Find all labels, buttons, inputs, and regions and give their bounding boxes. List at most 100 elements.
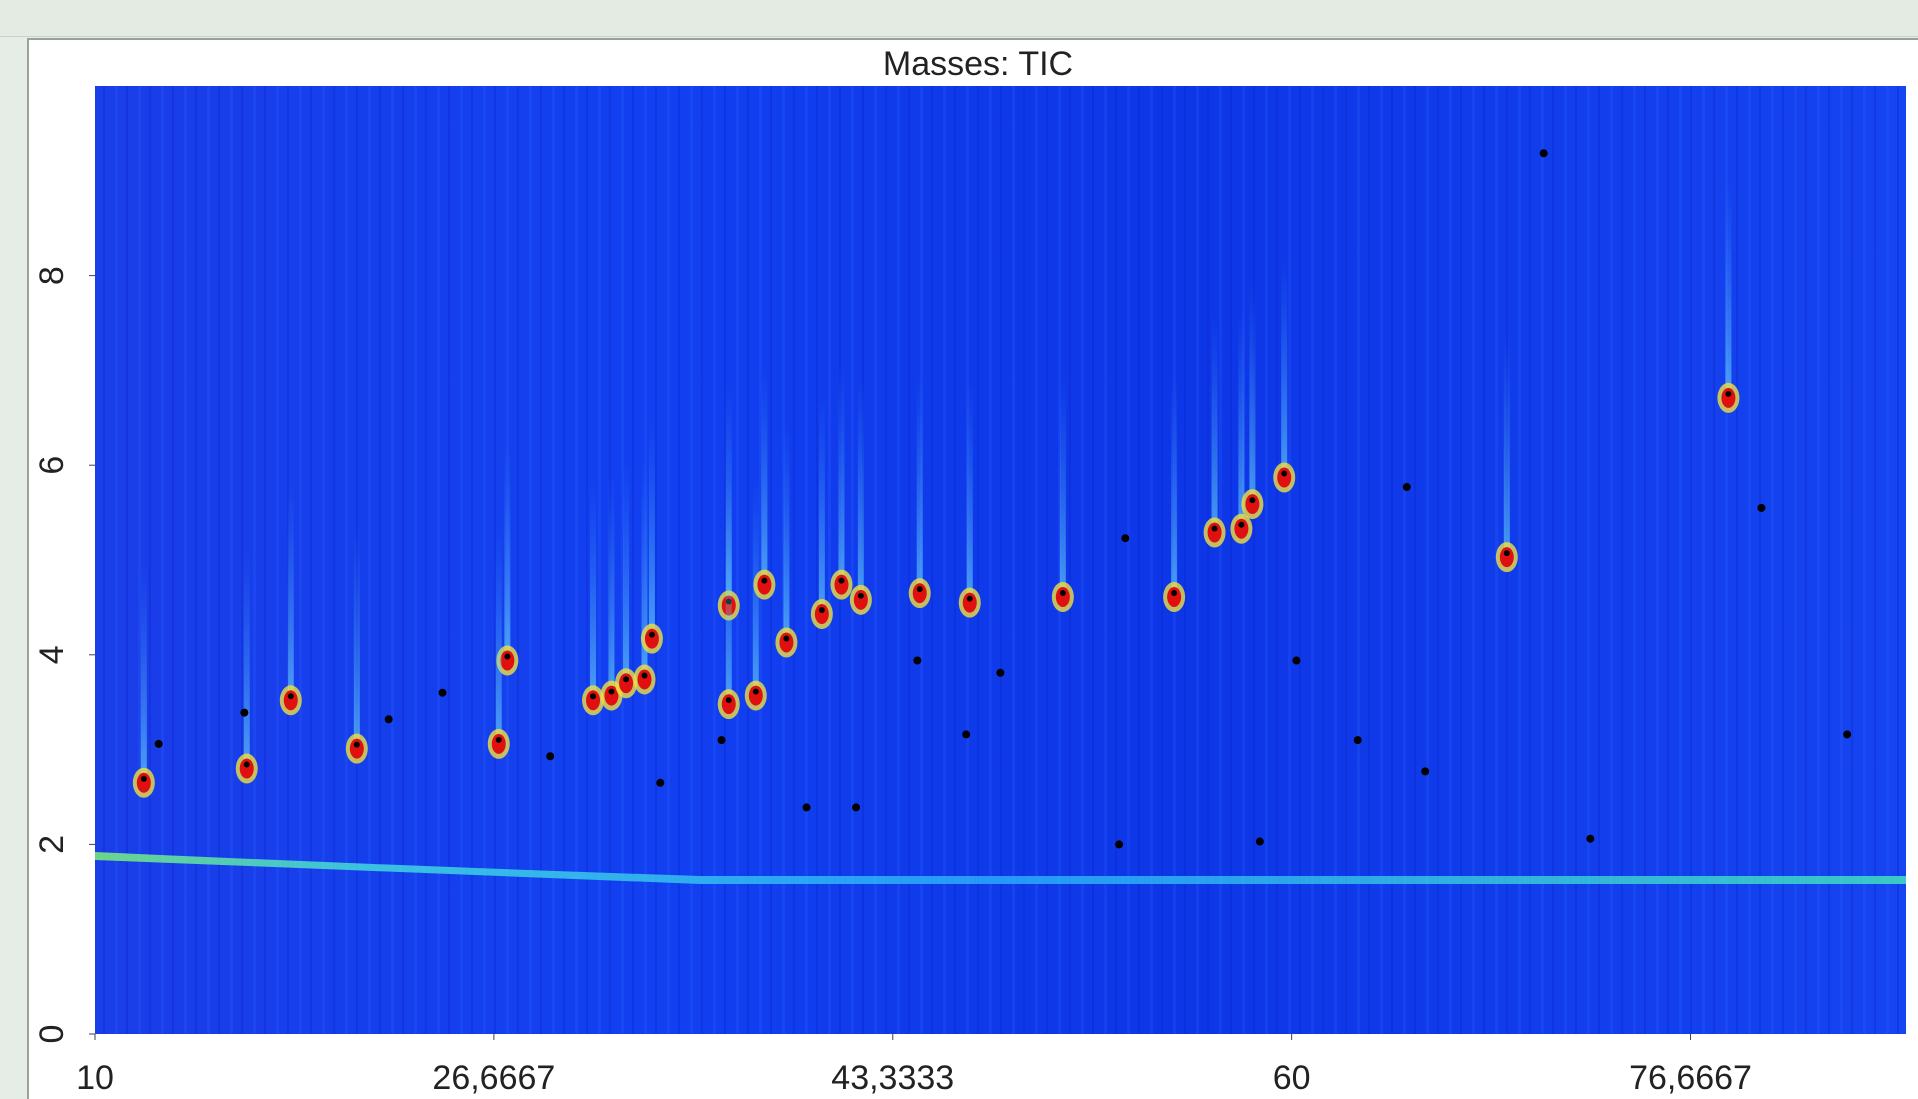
peak-streak [725, 484, 732, 699]
peak [757, 574, 772, 595]
minor-peak [438, 688, 447, 697]
peak [748, 685, 763, 706]
minor-peak [1121, 534, 1130, 543]
toolbar [0, 0, 1918, 37]
minor-peak [996, 668, 1005, 677]
peak [814, 604, 829, 625]
peak [1277, 467, 1292, 488]
minor-peak [1539, 149, 1548, 158]
minor-peak [852, 803, 861, 812]
peak [1721, 387, 1736, 408]
minor-peak [1843, 730, 1852, 739]
chart-title: Masses: TIC [883, 45, 1073, 83]
peak-streak [243, 548, 250, 763]
y-tick-label: 6 [33, 456, 71, 475]
y-tick-label: 8 [33, 266, 71, 285]
peak [834, 574, 849, 595]
peak-streak [608, 475, 615, 690]
peak-streak [140, 562, 147, 777]
peak [586, 690, 601, 711]
minor-peak [1586, 834, 1595, 843]
peak [1167, 586, 1182, 607]
peak [637, 669, 652, 690]
minor-peak [1353, 736, 1362, 745]
minor-peak [962, 730, 971, 739]
peak-streak [966, 382, 973, 597]
minor-peak [1402, 483, 1411, 492]
peak-core [1249, 497, 1256, 504]
peak-streak [857, 379, 864, 594]
peak [1245, 494, 1260, 515]
minor-peak [1757, 503, 1766, 512]
peak-core [1059, 589, 1066, 596]
peak-core [353, 741, 360, 748]
peak [779, 632, 794, 653]
plot-texture [95, 86, 1906, 1034]
peak-core [725, 697, 732, 704]
peak-core [761, 577, 768, 584]
peak-core [243, 761, 250, 768]
peak-core [1171, 589, 1178, 596]
peak-streak [495, 523, 502, 738]
peak-streak [1171, 376, 1178, 591]
peak-core [287, 693, 294, 700]
peak [619, 673, 634, 694]
peak-core [1211, 525, 1218, 532]
minor-peak [1255, 837, 1264, 846]
peak-streak [287, 480, 294, 695]
peak [283, 690, 298, 711]
minor-peak [717, 736, 726, 745]
peak [491, 733, 506, 754]
peak-core [641, 672, 648, 679]
peak-core [608, 688, 615, 695]
peak-streak [504, 440, 511, 655]
peak-streak [623, 463, 630, 678]
peak-core [783, 635, 790, 642]
peak-streak [641, 459, 648, 674]
peak-streak [916, 373, 923, 588]
peak [136, 772, 151, 793]
peak-core [1725, 390, 1732, 397]
peak [1055, 586, 1070, 607]
peak-core [1503, 550, 1510, 557]
minor-peak [1292, 656, 1301, 665]
peak-core [495, 736, 502, 743]
peak-core [504, 653, 511, 660]
peak-core [648, 631, 655, 638]
minor-peak [913, 656, 922, 665]
peak [239, 758, 254, 779]
peak [1234, 518, 1249, 539]
peak [912, 583, 927, 604]
peak-streak [1238, 308, 1245, 523]
peak-streak [1725, 177, 1732, 392]
x-tick-label: 10 [76, 1059, 114, 1097]
peak-core [966, 595, 973, 602]
peak-core [818, 607, 825, 614]
peak [500, 650, 515, 671]
peak-streak [648, 418, 655, 633]
x-tick-label: 60 [1273, 1059, 1311, 1097]
peak [1499, 547, 1514, 568]
peak [853, 589, 868, 610]
minor-peak [154, 739, 163, 748]
peak-streak [1211, 312, 1218, 527]
peak-core [857, 592, 864, 599]
minor-peak [546, 752, 555, 761]
peak-core [623, 676, 630, 683]
peak-core [1238, 521, 1245, 528]
peak [349, 738, 364, 759]
peak-streak [1503, 337, 1510, 552]
peak-streak [590, 480, 597, 695]
peak [644, 628, 659, 649]
peak-streak [818, 394, 825, 609]
minor-peak [802, 803, 811, 812]
y-tick-label: 0 [33, 1025, 71, 1044]
peak [721, 694, 736, 715]
peak-streak [838, 364, 845, 579]
minor-peak [656, 778, 665, 787]
minor-peak [240, 708, 249, 717]
peak-streak [353, 528, 360, 743]
minor-peak [384, 715, 393, 724]
peak-streak [1059, 376, 1066, 591]
x-tick-label: 43,3333 [831, 1059, 954, 1097]
